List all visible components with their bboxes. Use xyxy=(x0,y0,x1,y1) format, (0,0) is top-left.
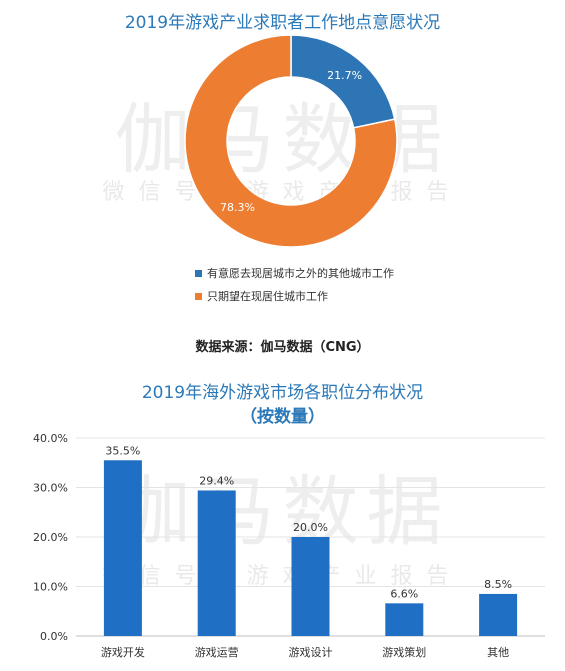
x-category-label-4: 其他 xyxy=(487,646,509,659)
bar-1 xyxy=(197,490,236,636)
bar-value-label-4: 8.5% xyxy=(484,578,512,591)
legend-swatch-orange xyxy=(195,292,202,300)
bar-value-label-0: 35.5% xyxy=(105,444,140,457)
donut-slice-label-1: 78.3% xyxy=(220,201,255,214)
watermark-logo-bottom: 伽马数据 xyxy=(114,467,451,556)
legend-label-other-city: 有意愿去现居城市之外的其他城市工作 xyxy=(207,267,394,280)
bar-chart-title: 2019年海外游戏市场各职位分布状况 xyxy=(141,383,424,403)
watermark-subtitle-top: 微信号：游戏产业报告 xyxy=(102,180,463,205)
bar-value-label-3: 6.6% xyxy=(390,587,418,600)
x-category-label-3: 游戏策划 xyxy=(382,645,426,659)
bar-0 xyxy=(103,460,142,636)
y-tick-label-3: 30.0% xyxy=(33,482,68,495)
bar-3 xyxy=(385,603,424,636)
data-source-note: 数据来源：伽马数据（CNG） xyxy=(195,340,370,355)
bar-chart-subtitle: （按数量） xyxy=(240,407,325,427)
watermark-subtitle-bottom: 微信号：游戏产业报告 xyxy=(102,564,463,589)
donut-chart-title: 2019年游戏产业求职者工作地点意愿状况 xyxy=(124,13,441,33)
bar-value-label-2: 20.0% xyxy=(293,521,328,534)
legend-item-other-city: 有意愿去现居城市之外的其他城市工作 xyxy=(195,265,394,281)
y-tick-label-4: 40.0% xyxy=(33,432,68,445)
y-tick-label-0: 0.0% xyxy=(40,630,68,643)
donut-chart: 21.7% 78.3% xyxy=(184,34,398,248)
donut-slice-label-0: 21.7% xyxy=(327,69,362,82)
y-tick-label-2: 20.0% xyxy=(33,531,68,544)
y-tick-label-1: 10.0% xyxy=(33,581,68,594)
x-category-label-0: 游戏开发 xyxy=(101,645,145,659)
legend-item-current-city: 只期望在现居住城市工作 xyxy=(195,288,328,304)
bar-2 xyxy=(291,537,330,636)
legend-swatch-blue xyxy=(195,269,202,277)
x-category-label-2: 游戏设计 xyxy=(289,646,333,659)
legend-label-current-city: 只期望在现居住城市工作 xyxy=(207,290,328,303)
bar-4 xyxy=(479,593,518,636)
bar-value-label-1: 29.4% xyxy=(199,474,234,487)
x-category-label-1: 游戏运营 xyxy=(195,645,239,659)
donut-slice-1 xyxy=(184,34,398,248)
